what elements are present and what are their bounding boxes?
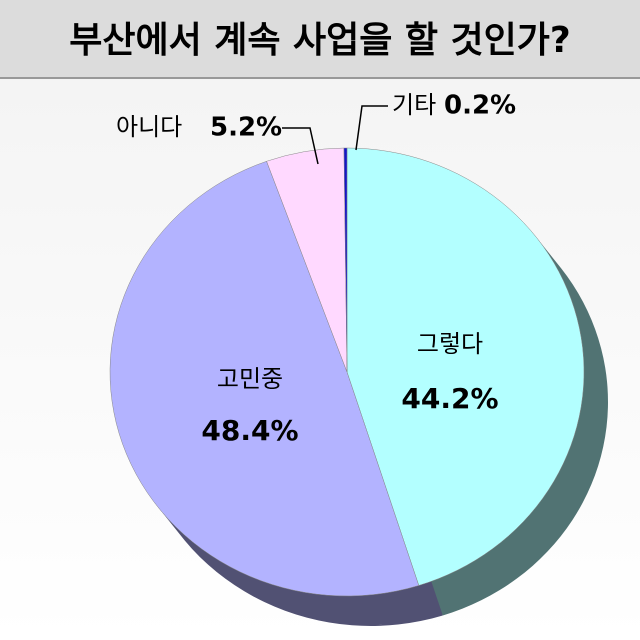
category-label: 고민중 bbox=[217, 365, 283, 393]
leader-line bbox=[282, 127, 319, 165]
value-label: 48.4% bbox=[201, 414, 298, 447]
leader-line bbox=[355, 105, 388, 151]
value-label: 44.2% bbox=[401, 382, 498, 415]
category-label: 아니다 bbox=[116, 113, 182, 141]
value-label: 5.2% bbox=[210, 113, 282, 143]
value-label: 0.2% bbox=[444, 91, 516, 121]
category-label: 기타 bbox=[392, 91, 436, 119]
slice bbox=[346, 147, 585, 586]
category-label: 그렇다 bbox=[417, 330, 483, 358]
slice bbox=[109, 160, 420, 597]
chart-title: 부산에서 계속 사업을 할 것인가? bbox=[69, 20, 571, 61]
title-band bbox=[0, 0, 640, 78]
slice bbox=[343, 147, 348, 373]
pie bbox=[109, 147, 609, 627]
